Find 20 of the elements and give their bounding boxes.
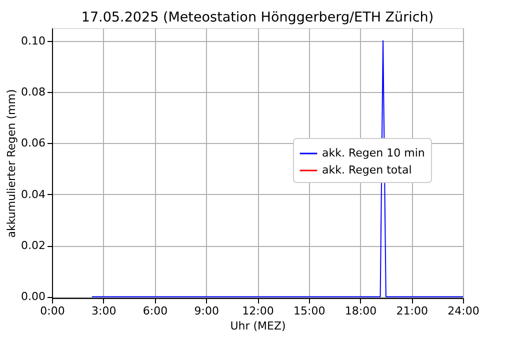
legend-label: akk. Regen total — [322, 164, 412, 176]
y-axis-title: akkumulierter Regen (mm) — [5, 89, 18, 238]
x-tick-label: 24:00 — [448, 304, 480, 318]
x-tick-label: 15:00 — [294, 304, 326, 318]
y-tick-label: 0.06 — [21, 136, 46, 150]
y-tick-label: 0.08 — [21, 85, 46, 98]
x-tick-label: 6:00 — [142, 304, 168, 318]
y-tick-label: 0.10 — [21, 34, 46, 48]
x-tick-label: 18:00 — [344, 304, 377, 318]
x-axis-title: Uhr (MEZ) — [230, 320, 286, 332]
legend-label: akk. Regen 10 min — [322, 146, 425, 160]
x-tick-label: 9:00 — [194, 304, 219, 318]
y-tick-label: 0.04 — [21, 188, 46, 201]
x-tick-label: 3:00 — [92, 304, 116, 318]
x-tick-label: 0:00 — [40, 304, 65, 318]
x-tick-label: 12:00 — [242, 304, 274, 318]
y-tick-label: 0.02 — [21, 239, 46, 252]
x-tick-label: 21:00 — [396, 304, 428, 318]
y-tick-label: 0.00 — [21, 290, 46, 304]
chart-title: 17.05.2025 (Meteostation Hönggerberg/ETH Zürich) — [81, 10, 434, 26]
